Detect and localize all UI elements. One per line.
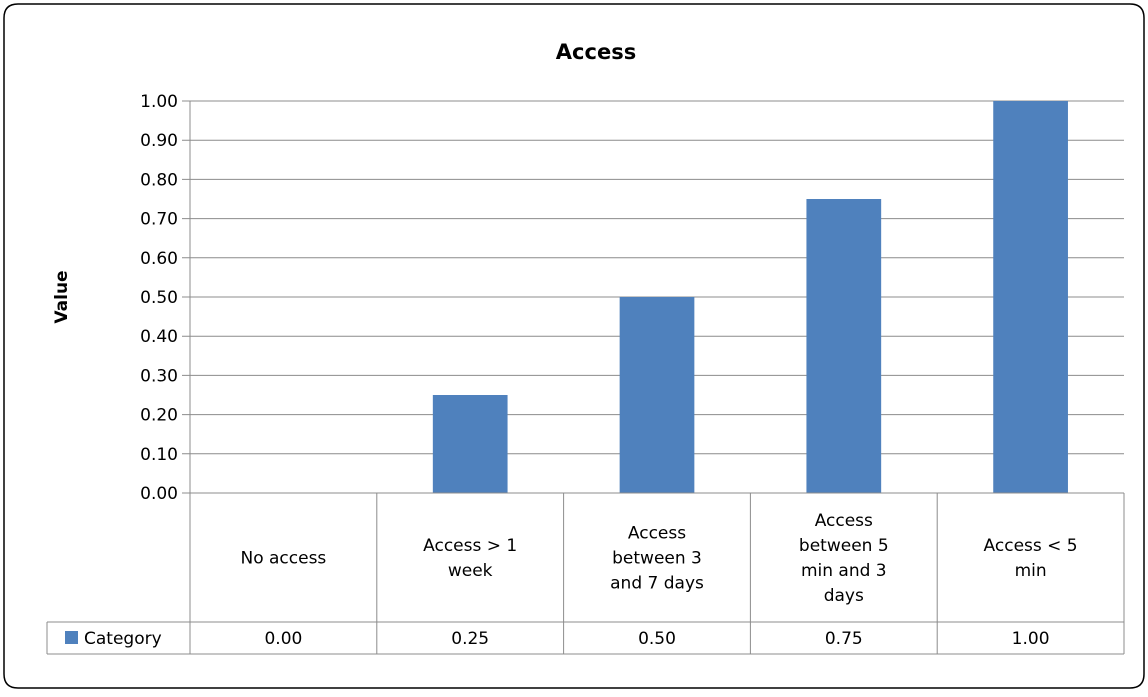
y-tick-label: 0.10 — [140, 445, 178, 465]
data-table-value: 0.75 — [825, 629, 863, 649]
category-label: No access — [240, 549, 326, 569]
y-tick-label: 0.30 — [140, 366, 178, 386]
bar — [619, 297, 695, 493]
chart-border — [3, 3, 1145, 689]
data-table-value: 1.00 — [1012, 629, 1050, 649]
y-axis-label: Value — [52, 270, 72, 323]
category-label: Access < 5 min — [984, 536, 1078, 581]
y-tick-labels: 0.00 0.10 0.20 0.30 0.40 0.50 0.60 0.70 0.80 0.90… — [140, 92, 178, 504]
category-label: Access between 3 and 7 days — [610, 524, 704, 594]
y-tick-label: 0.70 — [140, 210, 178, 230]
y-tick-label: 0.90 — [140, 131, 178, 151]
y-tick-label: 0.00 — [140, 484, 178, 504]
chart-title: Access — [556, 40, 636, 64]
y-tick-label: 0.40 — [140, 327, 178, 347]
category-label: Access > 1 week — [423, 536, 517, 581]
data-table-value: 0.50 — [638, 629, 676, 649]
y-tick-label: 0.60 — [140, 249, 178, 269]
data-table: No access Access > 1 week Access between 3 an… — [46, 492, 1125, 655]
category-label: Access between 5 min and 3 days — [799, 511, 889, 606]
bar — [432, 395, 508, 493]
legend-series-name: Category — [84, 629, 162, 649]
y-tick-label: 0.80 — [140, 170, 178, 190]
data-table-value: 0.00 — [264, 629, 302, 649]
y-tick-label: 1.00 — [140, 92, 178, 112]
y-tick-label: 0.50 — [140, 288, 178, 308]
bars — [432, 101, 1068, 493]
bar — [806, 199, 882, 493]
legend-swatch — [65, 631, 78, 644]
bar — [993, 101, 1068, 493]
data-table-value: 0.25 — [451, 629, 489, 649]
y-tick-label: 0.20 — [140, 406, 178, 426]
